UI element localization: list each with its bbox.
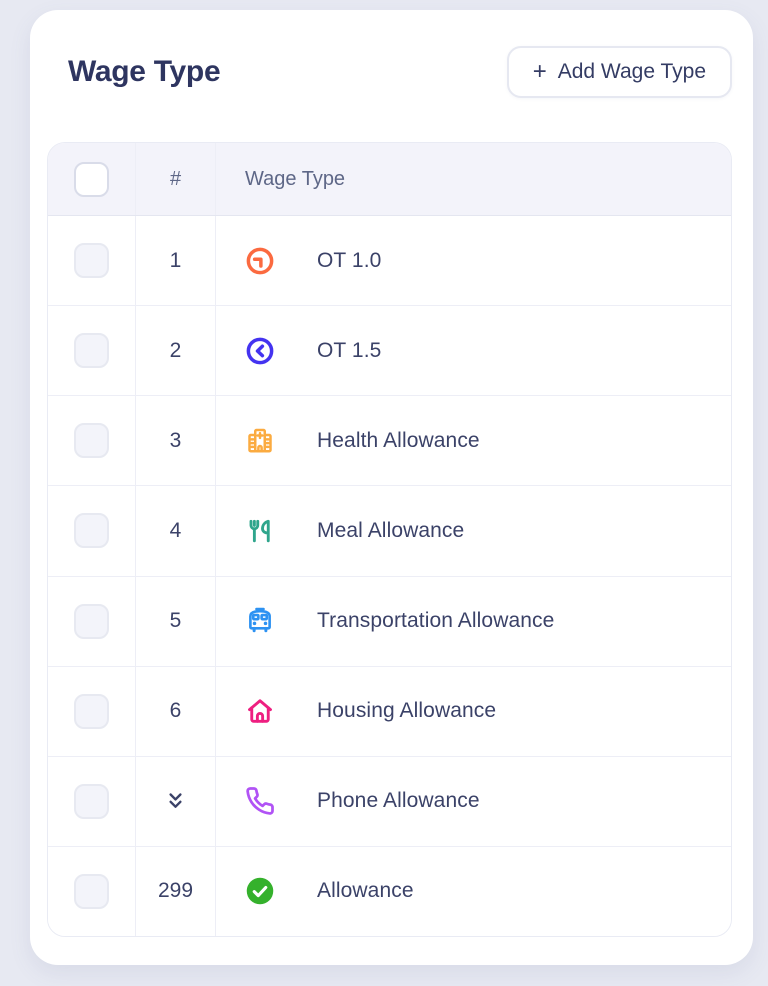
row-select-cell	[48, 666, 136, 756]
clock-circle-icon	[245, 246, 275, 276]
row-wage-type-cell: Allowance	[216, 847, 731, 936]
row-number: 2	[136, 306, 216, 396]
select-all-cell	[48, 143, 136, 215]
wage-type-label: Meal Allowance	[317, 518, 465, 542]
row-wage-type-cell: OT 1.5	[216, 306, 731, 395]
wage-type-label: OT 1.0	[317, 248, 382, 272]
row-wage-type-cell: OT 1.0	[216, 216, 731, 305]
card-header: Wage Type + Add Wage Type	[68, 40, 732, 104]
cutlery-icon	[245, 516, 275, 546]
row-number: 3	[136, 396, 216, 486]
add-wage-type-button[interactable]: + Add Wage Type	[506, 46, 732, 98]
chevron-circle-icon	[245, 336, 275, 366]
row-checkbox[interactable]	[74, 423, 109, 459]
wage-type-label: Housing Allowance	[317, 699, 497, 723]
phone-icon	[245, 786, 275, 816]
house-icon	[245, 696, 275, 726]
page-title: Wage Type	[68, 55, 221, 88]
row-checkbox[interactable]	[74, 693, 109, 729]
row-wage-type-cell: Phone Allowance	[216, 757, 731, 846]
table-row: 3 Health Allowance	[48, 395, 731, 486]
select-all-checkbox[interactable]	[74, 161, 109, 197]
row-wage-type-cell: Health Allowance	[216, 396, 731, 485]
table-header-row: # Wage Type	[48, 143, 731, 216]
row-wage-type-cell: Housing Allowance	[216, 667, 731, 756]
row-select-cell	[48, 306, 136, 396]
chevrons-down-icon[interactable]	[163, 789, 188, 814]
row-checkbox[interactable]	[74, 333, 109, 369]
row-select-cell	[48, 576, 136, 666]
wage-type-label: Health Allowance	[317, 428, 480, 452]
plus-icon: +	[532, 58, 547, 85]
wage-type-label: Allowance	[317, 879, 414, 903]
row-checkbox[interactable]	[74, 243, 109, 279]
wage-type-label: Transportation Allowance	[317, 609, 555, 633]
wage-type-card: Wage Type + Add Wage Type # Wage Type 1 …	[30, 10, 753, 965]
wage-type-label: OT 1.5	[317, 338, 382, 362]
table-row: 299 Allowance	[48, 845, 731, 936]
row-checkbox[interactable]	[74, 873, 109, 909]
hospital-icon	[245, 426, 275, 456]
row-number: 299	[136, 846, 216, 936]
row-checkbox[interactable]	[74, 783, 109, 819]
row-select-cell	[48, 396, 136, 486]
wage-type-label: Phone Allowance	[317, 789, 480, 813]
table-row: 5 Transportation Allowance	[48, 575, 731, 666]
table-row: 1 OT 1.0	[48, 216, 731, 306]
row-number: 1	[136, 216, 216, 306]
check-circle-icon	[245, 876, 275, 906]
row-number: 5	[136, 576, 216, 666]
row-select-cell	[48, 216, 136, 306]
row-select-cell	[48, 486, 136, 576]
row-number: 6	[136, 666, 216, 756]
column-header-wage-type: Wage Type	[245, 167, 346, 190]
row-wage-type-cell: Meal Allowance	[216, 486, 731, 575]
table-row: 2 OT 1.5	[48, 305, 731, 396]
table-row: Phone Allowance	[48, 755, 731, 846]
wage-type-table: # Wage Type 1 OT 1.0 2 OT 1.5	[47, 142, 732, 937]
row-checkbox[interactable]	[74, 603, 109, 639]
row-number	[136, 756, 216, 846]
add-wage-type-button-label: Add Wage Type	[557, 60, 706, 83]
table-row: 4 Meal Allowance	[48, 485, 731, 576]
row-select-cell	[48, 756, 136, 846]
row-checkbox[interactable]	[74, 513, 109, 549]
bus-icon	[245, 606, 275, 636]
row-select-cell	[48, 846, 136, 936]
column-header-number: #	[136, 143, 216, 215]
table-row: 6 Housing Allowance	[48, 665, 731, 756]
row-number: 4	[136, 486, 216, 576]
row-wage-type-cell: Transportation Allowance	[216, 577, 731, 666]
